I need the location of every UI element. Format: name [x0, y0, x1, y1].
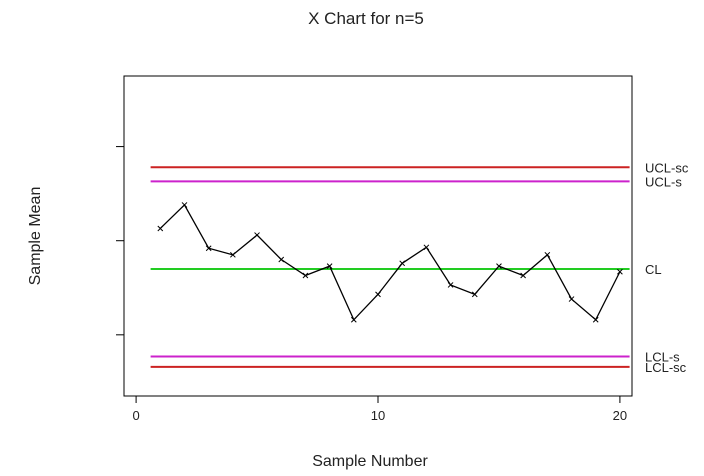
control-limit-label: UCL-sc — [645, 160, 689, 175]
axis-ticks: 0 10 20 — [116, 146, 627, 423]
control-limit-label: LCL-s — [645, 349, 680, 364]
data-point — [254, 232, 260, 238]
data-point — [447, 282, 454, 288]
data-point — [205, 245, 212, 252]
y-axis-label: Sample Mean — [27, 187, 44, 286]
data-point — [471, 291, 478, 298]
control-limit-label: UCL-s — [645, 174, 682, 189]
x-tick-label: 20 — [613, 408, 627, 423]
data-point — [520, 272, 526, 279]
data-point — [592, 316, 599, 323]
x-tick-label: 10 — [371, 408, 385, 423]
data-point — [302, 272, 309, 279]
sample-mean-series — [157, 202, 623, 323]
data-point — [278, 256, 285, 263]
plot-frame — [123, 75, 633, 397]
data-point — [230, 251, 236, 258]
data-point — [423, 244, 430, 251]
x-axis-label: Sample Number — [312, 453, 428, 470]
data-point — [568, 296, 575, 302]
data-point — [544, 251, 551, 258]
chart-title: X Chart for n=5 — [308, 9, 424, 28]
data-point — [617, 268, 623, 275]
data-point — [496, 263, 502, 269]
data-point — [326, 263, 333, 269]
control-limit-label: CL — [645, 262, 662, 277]
data-point — [181, 202, 188, 208]
data-point — [375, 291, 381, 298]
x-tick-label: 0 — [132, 408, 139, 423]
control-limit-label: LCL-sc — [645, 360, 687, 375]
data-point — [350, 316, 357, 323]
series-line — [159, 203, 621, 321]
data-point — [157, 225, 164, 232]
data-point — [399, 260, 406, 267]
